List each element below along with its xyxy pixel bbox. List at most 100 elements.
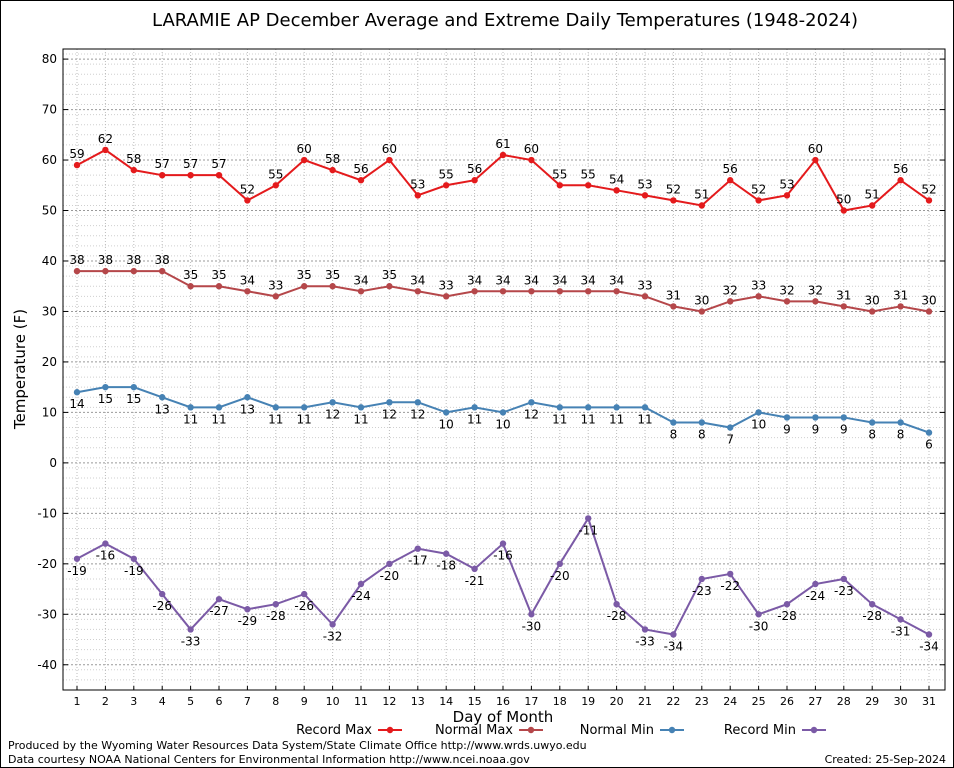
data-point <box>159 171 166 179</box>
x-axis-label: Day of Month <box>453 708 554 726</box>
data-label: 7 <box>726 433 734 447</box>
data-label: 11 <box>552 412 567 426</box>
data-point <box>130 555 137 562</box>
data-label: -16 <box>493 549 513 563</box>
data-point <box>443 550 450 557</box>
data-label: 52 <box>751 182 766 196</box>
data-label: 38 <box>98 253 113 267</box>
data-point <box>556 288 563 295</box>
data-label: 34 <box>552 273 567 287</box>
data-point <box>613 187 620 194</box>
data-label: 8 <box>868 427 876 441</box>
data-point <box>869 202 876 209</box>
data-point <box>613 288 620 295</box>
data-point <box>102 383 109 391</box>
data-label: 11 <box>609 412 624 426</box>
x-tick-label: 26 <box>780 695 794 708</box>
data-point <box>783 192 791 199</box>
data-label: -17 <box>408 554 428 568</box>
data-point <box>499 409 507 416</box>
data-label: 11 <box>353 412 368 426</box>
data-point <box>897 419 904 426</box>
data-point <box>585 288 592 295</box>
data-label: 12 <box>325 407 340 421</box>
data-label: -16 <box>96 549 116 563</box>
x-tick-label: 5 <box>187 695 194 708</box>
y-tick-label: -40 <box>37 658 57 672</box>
data-label: 55 <box>268 167 283 181</box>
data-point <box>386 283 393 290</box>
data-point <box>698 202 705 209</box>
data-point <box>897 303 904 310</box>
series-record-min: -19-16-19-26-33-27-29 -28-26-32-24-20-17-… <box>67 515 939 653</box>
data-point <box>869 419 876 426</box>
data-point <box>357 404 365 411</box>
x-tick-label: 18 <box>553 695 567 708</box>
data-label: 12 <box>410 407 425 421</box>
plot-area <box>62 48 946 691</box>
data-point <box>641 626 649 633</box>
data-label: -28 <box>607 609 627 623</box>
data-point <box>670 197 677 204</box>
data-point <box>812 414 819 421</box>
data-label: -33 <box>181 634 201 648</box>
x-tick-label: 22 <box>666 695 680 708</box>
x-tick-label: 15 <box>468 695 482 708</box>
data-label: 34 <box>467 273 482 287</box>
legend: Record Max Normal Max Normal Min Record Min <box>296 723 826 738</box>
data-label: 52 <box>921 182 936 196</box>
data-label: -34 <box>919 639 939 653</box>
data-point <box>187 283 194 290</box>
x-tick-label: 23 <box>695 695 709 708</box>
data-label: 8 <box>698 427 706 441</box>
data-point <box>329 166 336 174</box>
data-label: 35 <box>183 268 198 282</box>
data-label: -31 <box>891 624 911 638</box>
series-record-max: 59 62 58 57 57 57 52 55 60 58 56 60 53 55 56 61 60 55 55 54… <box>69 132 937 214</box>
y-tick-label: -30 <box>37 607 57 621</box>
footer-data-courtesy: Data courtesy NOAA National Centers for … <box>8 753 530 766</box>
data-point <box>159 590 166 598</box>
data-point <box>556 404 563 411</box>
data-point <box>414 399 421 406</box>
data-label: 38 <box>155 253 170 267</box>
data-point <box>925 429 933 436</box>
data-point <box>73 161 81 169</box>
data-label: 53 <box>410 177 425 191</box>
data-label: 9 <box>812 422 820 436</box>
data-label: -28 <box>777 609 797 623</box>
series-normal-max: 38 38 38 38 35 35 34 33 35 35 34 35 34 33 34 34 34 34 34 34… <box>69 253 937 315</box>
data-label: 35 <box>325 268 340 282</box>
data-point <box>755 293 762 300</box>
data-point <box>244 288 251 295</box>
x-tick-label: 19 <box>581 695 595 708</box>
footer-created-date: Created: 25-Sep-2024 <box>825 753 946 766</box>
data-label: 35 <box>297 268 312 282</box>
data-point <box>641 404 649 411</box>
data-point <box>812 298 819 305</box>
data-point <box>641 293 649 300</box>
data-point <box>130 166 137 174</box>
data-label: -32 <box>323 629 343 643</box>
data-label: 52 <box>666 182 681 196</box>
data-label: 33 <box>751 278 766 292</box>
data-label: 60 <box>524 142 539 156</box>
data-label: 33 <box>268 278 283 292</box>
data-point <box>698 575 705 583</box>
data-point <box>528 156 535 164</box>
data-point <box>329 283 336 290</box>
legend-marker-normal-max <box>527 726 535 734</box>
data-label: 50 <box>836 193 851 207</box>
data-point <box>869 308 876 315</box>
data-point <box>670 303 677 310</box>
data-point <box>414 288 421 295</box>
data-label: 34 <box>609 273 624 287</box>
x-tick-label: 10 <box>326 695 340 708</box>
data-point <box>187 626 194 633</box>
data-label: -30 <box>749 619 769 633</box>
data-label: 57 <box>211 157 226 171</box>
data-point <box>897 177 904 184</box>
x-tick-label: 2 <box>102 695 109 708</box>
data-point <box>301 590 308 598</box>
